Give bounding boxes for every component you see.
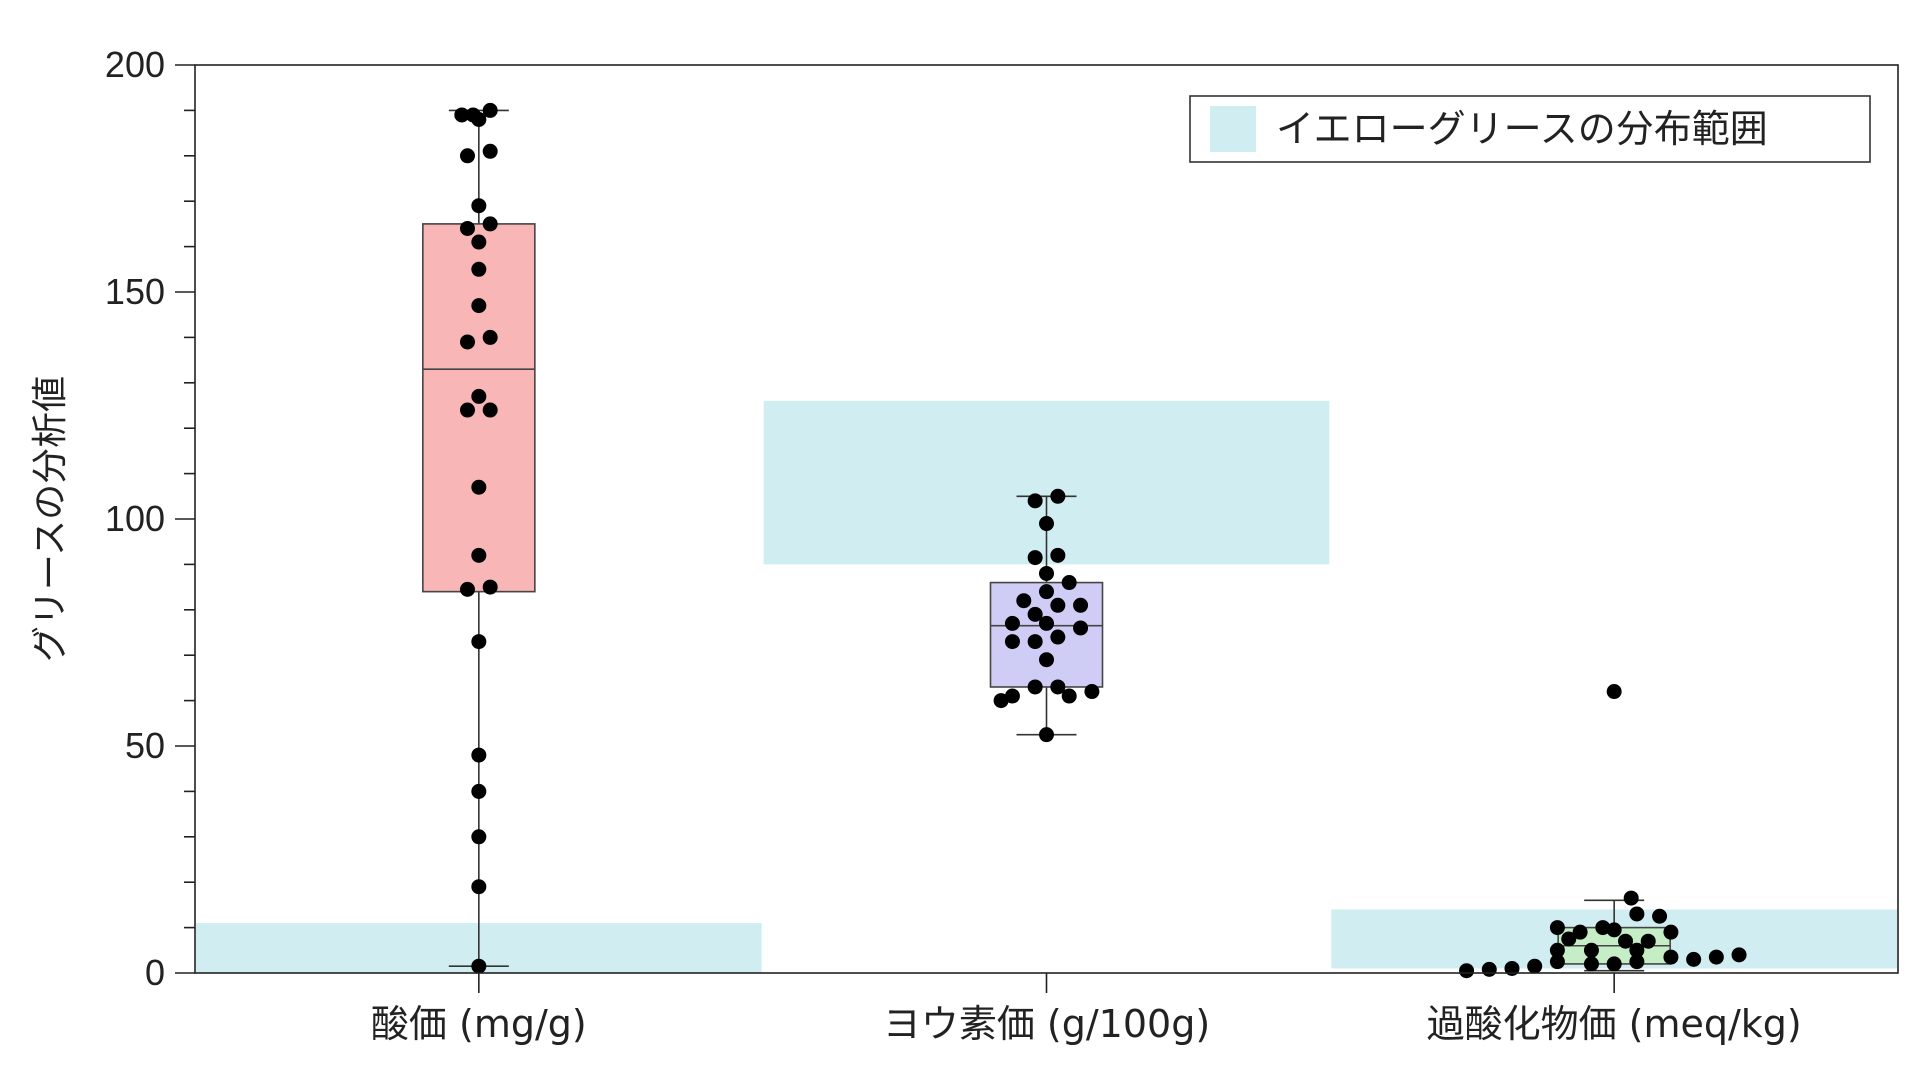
data-point: [1640, 933, 1656, 949]
data-point: [1481, 961, 1497, 977]
data-point: [1459, 963, 1475, 979]
data-point: [1629, 942, 1645, 958]
data-point: [1039, 584, 1054, 600]
data-point: [482, 329, 498, 345]
data-point: [482, 216, 498, 232]
data-point: [1652, 908, 1668, 924]
data-point: [1606, 956, 1622, 972]
legend-box: [1189, 95, 1871, 163]
data-point: [1039, 652, 1054, 668]
data-point: [482, 579, 498, 595]
data-point: [482, 102, 498, 118]
data-point: [1583, 956, 1599, 972]
data-point: [1004, 688, 1020, 704]
data-point: [1663, 949, 1679, 965]
data-point: [1073, 620, 1089, 636]
y-ticks: 0 50 100 150 200: [105, 44, 195, 993]
data-point: [993, 693, 1009, 709]
data-point: [471, 111, 487, 127]
data-point: [454, 107, 470, 123]
y-tick-label: 100: [105, 498, 165, 539]
data-point: [471, 783, 487, 799]
data-point: [1004, 634, 1020, 650]
data-point: [1061, 575, 1077, 591]
data-point: [1050, 629, 1066, 645]
data-point: [471, 261, 487, 277]
y-tick-label: 50: [125, 725, 165, 766]
data-point: [459, 220, 475, 236]
data-point: [1549, 920, 1565, 936]
data-point: [1027, 679, 1043, 695]
data-point: [459, 402, 475, 418]
y-axis-label: グリースの分析値: [30, 376, 71, 662]
data-point: [1050, 547, 1066, 563]
data-point: [471, 747, 487, 763]
data-point: [1061, 688, 1077, 704]
data-point: [459, 581, 475, 597]
legend: イエローグリースの分布範囲: [1189, 95, 1871, 163]
data-point: [471, 829, 487, 845]
data-point: [1595, 920, 1611, 936]
y-tick-label: 0: [145, 952, 165, 993]
data-point: [1549, 942, 1565, 958]
data-point: [1050, 488, 1066, 504]
data-point: [1561, 931, 1577, 947]
data-point: [1629, 954, 1645, 970]
data-point: [1686, 951, 1702, 967]
data-point: [471, 298, 487, 314]
data-points: [454, 102, 1747, 979]
legend-swatch: [1210, 106, 1256, 152]
data-point: [1708, 949, 1724, 965]
data-point: [1583, 942, 1599, 958]
data-point: [1027, 493, 1043, 509]
data-point: [1572, 924, 1588, 940]
legend-label: イエローグリースの分布範囲: [1276, 107, 1768, 151]
data-point: [1027, 634, 1043, 650]
data-point: [471, 198, 487, 214]
data-point: [1527, 958, 1543, 974]
data-point: [471, 958, 487, 974]
data-point: [1039, 615, 1054, 631]
data-point: [1623, 890, 1639, 906]
data-point: [1731, 947, 1747, 963]
data-point: [471, 634, 487, 650]
data-point: [1606, 922, 1622, 938]
data-point: [471, 547, 487, 563]
data-point: [1084, 684, 1100, 700]
data-point: [471, 879, 487, 895]
x-category-label: 酸価 (mg/g): [371, 1002, 587, 1046]
data-point: [482, 143, 498, 159]
data-point: [1027, 606, 1043, 622]
data-point: [1039, 565, 1054, 581]
data-point: [482, 402, 498, 418]
data-point: [1618, 933, 1634, 949]
y-tick-label: 200: [105, 44, 165, 85]
x-category-label: 過酸化物価 (meq/kg): [1427, 1002, 1802, 1046]
data-point: [1663, 924, 1679, 940]
data-point: [471, 479, 487, 495]
data-point: [1016, 593, 1032, 609]
data-point: [1039, 727, 1054, 743]
data-point: [1073, 597, 1089, 613]
data-point: [459, 334, 475, 350]
y-tick-label: 150: [105, 271, 165, 312]
data-point: [459, 148, 475, 164]
data-point: [1004, 615, 1020, 631]
data-point: [1050, 597, 1066, 613]
data-point: [1629, 906, 1645, 922]
data-point: [1027, 550, 1043, 566]
data-point: [471, 234, 487, 250]
data-point: [1039, 516, 1054, 532]
x-category-label: ヨウ素価 (g/100g): [883, 1002, 1210, 1046]
x-ticks: 酸価 (mg/g) ヨウ素価 (g/100g) 過酸化物価 (meq/kg): [371, 973, 1802, 1046]
data-point: [1549, 954, 1565, 970]
data-point: [471, 388, 487, 404]
box: [422, 223, 536, 593]
data-point: [1606, 684, 1622, 700]
range-bands: [196, 400, 1897, 973]
data-point: [1050, 679, 1066, 695]
whiskers: [448, 109, 1645, 972]
